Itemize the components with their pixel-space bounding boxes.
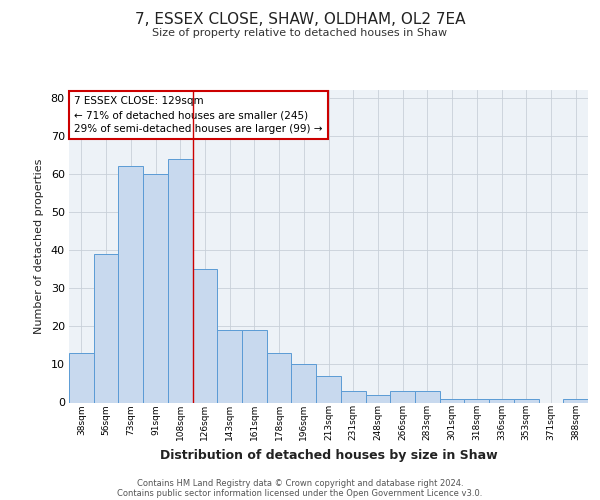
Text: 7 ESSEX CLOSE: 129sqm
← 71% of detached houses are smaller (245)
29% of semi-det: 7 ESSEX CLOSE: 129sqm ← 71% of detached … xyxy=(74,96,323,134)
Bar xyxy=(563,398,588,402)
X-axis label: Distribution of detached houses by size in Shaw: Distribution of detached houses by size … xyxy=(160,448,497,462)
Bar xyxy=(217,330,242,402)
Bar xyxy=(365,395,390,402)
Text: 7, ESSEX CLOSE, SHAW, OLDHAM, OL2 7EA: 7, ESSEX CLOSE, SHAW, OLDHAM, OL2 7EA xyxy=(135,12,465,28)
Bar xyxy=(464,398,489,402)
Y-axis label: Number of detached properties: Number of detached properties xyxy=(34,158,44,334)
Text: Contains public sector information licensed under the Open Government Licence v3: Contains public sector information licen… xyxy=(118,488,482,498)
Bar xyxy=(168,158,193,402)
Bar xyxy=(193,269,217,402)
Bar xyxy=(316,376,341,402)
Bar xyxy=(118,166,143,402)
Bar xyxy=(341,391,365,402)
Text: Size of property relative to detached houses in Shaw: Size of property relative to detached ho… xyxy=(152,28,448,38)
Bar xyxy=(267,353,292,403)
Bar xyxy=(514,398,539,402)
Bar xyxy=(489,398,514,402)
Bar xyxy=(292,364,316,403)
Bar xyxy=(143,174,168,402)
Text: Contains HM Land Registry data © Crown copyright and database right 2024.: Contains HM Land Registry data © Crown c… xyxy=(137,478,463,488)
Bar xyxy=(440,398,464,402)
Bar xyxy=(94,254,118,402)
Bar xyxy=(390,391,415,402)
Bar xyxy=(69,353,94,403)
Bar xyxy=(415,391,440,402)
Bar xyxy=(242,330,267,402)
